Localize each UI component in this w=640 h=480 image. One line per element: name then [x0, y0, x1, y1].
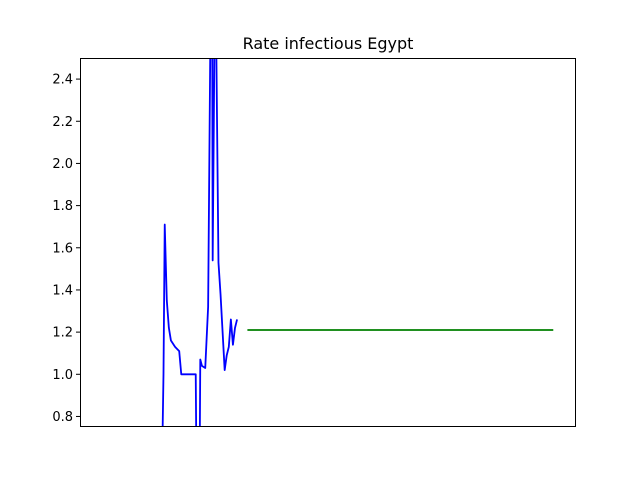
- y-tick-label: 2.2: [52, 115, 73, 130]
- y-axis: 0.8 1.0 1.2 1.4 1.6 1.8 2.0 2.2 2.4: [52, 73, 80, 425]
- series-layer: [161, 58, 554, 427]
- y-tick-label: 1.8: [52, 199, 73, 214]
- plot-frame: [80, 58, 576, 427]
- y-tick-label: 2.0: [52, 157, 73, 172]
- series-line-1: [161, 58, 238, 427]
- y-tick-label: 2.4: [52, 73, 73, 88]
- chart-title: Rate infectious Egypt: [243, 34, 414, 53]
- y-tick-label: 0.8: [52, 410, 73, 425]
- y-tick-label: 1.6: [52, 241, 73, 256]
- y-tick-label: 1.2: [52, 326, 73, 341]
- y-tick-label: 1.0: [52, 368, 73, 383]
- y-tick-label: 1.4: [52, 283, 73, 298]
